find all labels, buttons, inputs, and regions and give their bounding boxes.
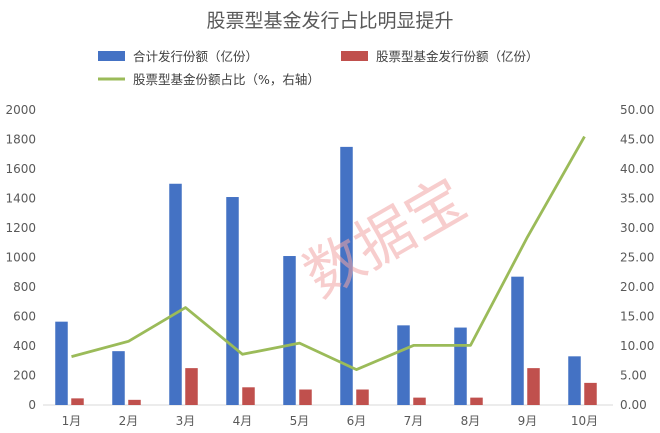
right-tick-label: 15.00 <box>620 310 654 324</box>
equity-fund-bar <box>299 389 312 405</box>
left-tick-label: 0 <box>28 398 36 412</box>
legend-swatch <box>98 51 125 61</box>
equity-fund-bar <box>242 387 255 405</box>
equity-fund-bar <box>413 397 426 405</box>
right-tick-label: 30.00 <box>620 221 654 235</box>
total-issuance-bar <box>112 351 125 405</box>
x-tick-label: 1月 <box>62 414 82 428</box>
total-issuance-bar <box>511 276 524 405</box>
x-tick-label: 2月 <box>119 414 139 428</box>
x-tick-label: 3月 <box>176 414 196 428</box>
total-issuance-bar <box>55 321 68 405</box>
right-tick-label: 45.00 <box>620 133 654 147</box>
legend-label: 股票型基金发行份额（亿份） <box>376 49 539 64</box>
x-tick-label: 8月 <box>461 414 481 428</box>
equity-fund-bar <box>584 382 597 405</box>
legend-label: 股票型基金份额占比（%，右轴） <box>133 72 320 87</box>
equity-fund-bar <box>71 398 84 405</box>
left-tick-label: 600 <box>13 310 36 324</box>
left-tick-label: 400 <box>13 339 36 353</box>
bars <box>55 146 597 405</box>
right-tick-label: 25.00 <box>620 251 654 265</box>
equity-fund-bar <box>128 399 141 405</box>
left-tick-label: 800 <box>13 280 36 294</box>
chart-title: 股票型基金发行占比明显提升 <box>206 10 453 32</box>
legend-swatch <box>341 51 368 61</box>
right-tick-label: 0.00 <box>620 398 647 412</box>
left-axis: 0 200 400 600 800 1000 1200 1400 1600 1800 2000 <box>5 103 36 412</box>
share-line-path <box>71 135 586 372</box>
right-tick-label: 5.00 <box>620 369 647 383</box>
right-tick-label: 50.00 <box>620 103 654 117</box>
right-tick-label: 20.00 <box>620 280 654 294</box>
x-tick-label: 10月 <box>571 414 598 428</box>
left-tick-label: 1200 <box>5 221 36 235</box>
equity-fund-bar <box>185 368 198 405</box>
x-tick-label: 9月 <box>518 414 538 428</box>
right-tick-label: 35.00 <box>620 192 654 206</box>
x-tick-label: 4月 <box>233 414 253 428</box>
left-tick-label: 1400 <box>5 192 36 206</box>
x-tick-label: 6月 <box>347 414 367 428</box>
left-tick-label: 2000 <box>5 103 36 117</box>
right-axis: 0.00 5.00 10.00 15.00 20.00 25.00 30.00 35.00 40… <box>620 103 654 412</box>
total-issuance-bar <box>340 146 353 405</box>
legend-label: 合计发行份额（亿份） <box>133 49 258 64</box>
legend: 合计发行份额（亿份） 股票型基金发行份额（亿份） 股票型基金份额占比（%，右轴） <box>98 49 539 87</box>
x-axis: 1月 2月 3月 4月 5月 6月 7月 8月 9月 10月 <box>43 404 613 428</box>
x-tick-label: 5月 <box>290 414 310 428</box>
left-tick-label: 1600 <box>5 162 36 176</box>
watermark: 数据宝 <box>293 165 478 311</box>
total-issuance-bar <box>397 325 410 405</box>
equity-fund-bar <box>470 397 483 405</box>
left-tick-label: 1000 <box>5 251 36 265</box>
total-issuance-bar <box>568 356 581 405</box>
right-tick-label: 10.00 <box>620 339 654 353</box>
total-issuance-bar <box>169 183 182 405</box>
left-tick-label: 200 <box>13 369 36 383</box>
total-issuance-bar <box>226 197 239 405</box>
total-issuance-bar <box>283 256 296 405</box>
equity-fund-bar <box>527 368 540 405</box>
total-issuance-bar <box>454 327 467 405</box>
right-tick-label: 40.00 <box>620 162 654 176</box>
x-tick-label: 7月 <box>404 414 424 428</box>
equity-fund-bar <box>356 389 369 405</box>
share-line <box>71 135 586 372</box>
left-tick-label: 1800 <box>5 133 36 147</box>
